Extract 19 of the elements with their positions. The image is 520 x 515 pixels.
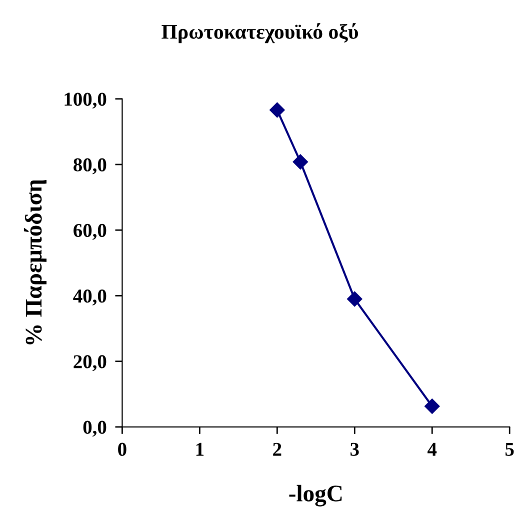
x-tick-label: 4 bbox=[428, 442, 437, 456]
y-tick-label: 0,0 bbox=[83, 420, 106, 437]
y-axis-title: % Παρεμπόδιση bbox=[24, 180, 47, 344]
point bbox=[292, 154, 308, 170]
y-tick-label: 80,0 bbox=[74, 158, 106, 174]
point bbox=[347, 291, 362, 307]
x-tick-label: 1 bbox=[196, 442, 204, 456]
x-tick-label: 3 bbox=[350, 442, 359, 456]
point bbox=[424, 398, 440, 414]
x-tick-label: 0 bbox=[118, 442, 126, 456]
x-tick-label: 5 bbox=[506, 442, 514, 456]
chart-title: Πρωτοκατεχουϊκό οξύ bbox=[162, 23, 358, 44]
y-tick-label: 60,0 bbox=[74, 224, 106, 240]
y-tick-label: 40,0 bbox=[73, 290, 106, 306]
y-tick-label: 20,0 bbox=[74, 355, 106, 372]
point bbox=[270, 102, 285, 118]
x-tick-label: 2 bbox=[273, 442, 282, 456]
x-axis-title: -logC bbox=[289, 484, 342, 506]
y-tick-label: 100,0 bbox=[64, 92, 106, 109]
